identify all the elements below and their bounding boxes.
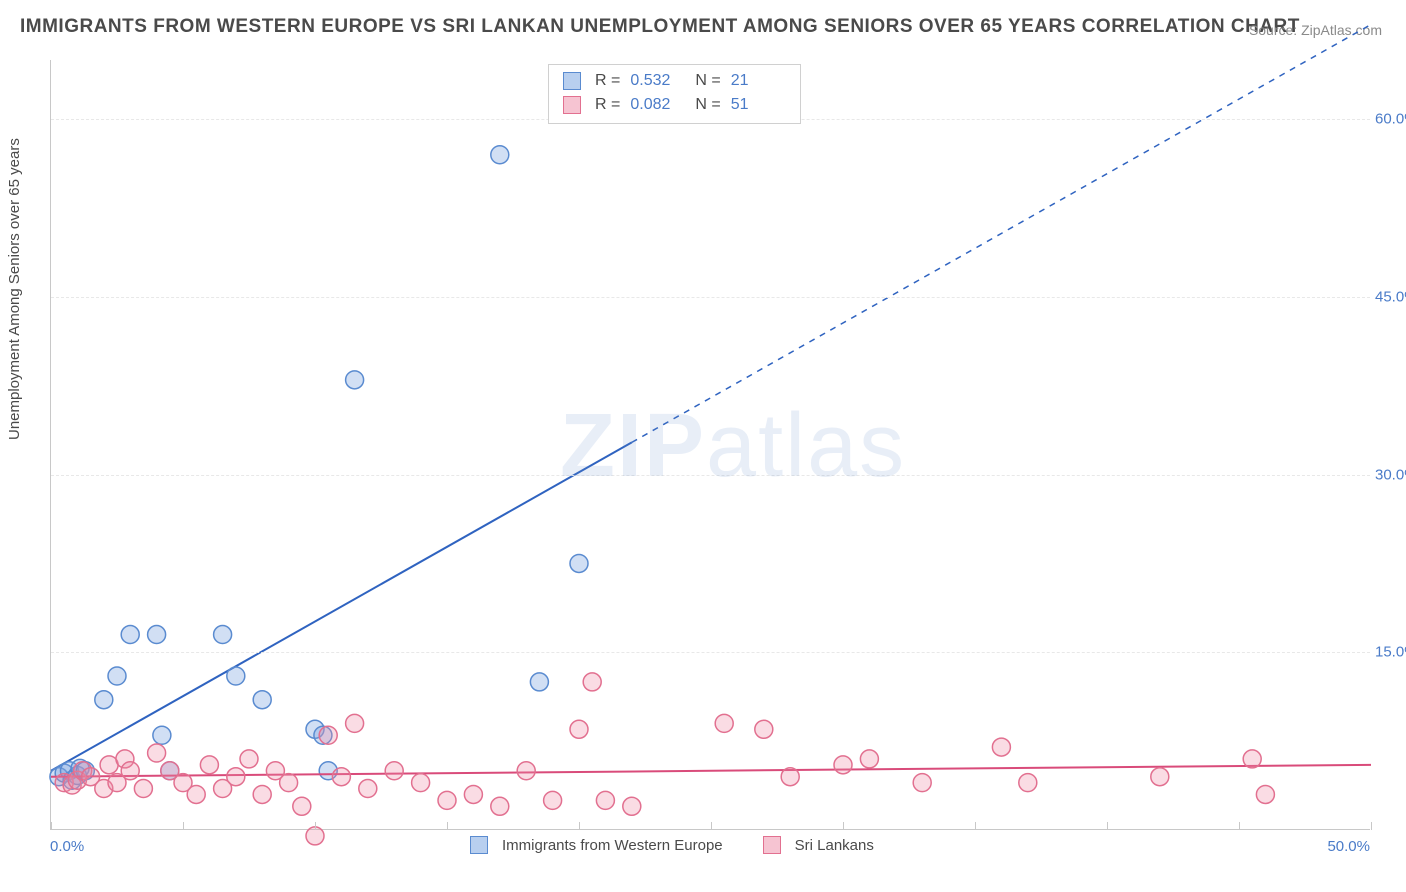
data-point-sri_lankan	[121, 762, 139, 780]
data-point-sri_lankan	[781, 768, 799, 786]
chart-source: Source: ZipAtlas.com	[1249, 22, 1382, 38]
gridline	[51, 475, 1370, 476]
x-tick	[447, 822, 448, 830]
x-tick	[1371, 822, 1372, 830]
data-point-sri_lankan	[834, 756, 852, 774]
data-point-western_europe	[95, 691, 113, 709]
x-tick	[711, 822, 712, 830]
y-tick-label: 45.0%	[1375, 288, 1406, 305]
data-point-sri_lankan	[280, 774, 298, 792]
data-point-sri_lankan	[860, 750, 878, 768]
legend-swatch-icon	[763, 836, 781, 854]
x-tick	[1107, 822, 1108, 830]
y-tick-label: 30.0%	[1375, 466, 1406, 483]
data-point-sri_lankan	[570, 720, 588, 738]
legend-label-western_europe: Immigrants from Western Europe	[502, 837, 723, 854]
n-label: N =	[695, 93, 720, 117]
y-tick-label: 15.0%	[1375, 644, 1406, 661]
trend-line-western_europe	[51, 442, 632, 770]
data-point-sri_lankan	[293, 797, 311, 815]
legend-swatch-icon	[563, 72, 581, 90]
data-point-sri_lankan	[1256, 785, 1274, 803]
data-point-sri_lankan	[200, 756, 218, 774]
scatter-plot-svg	[51, 60, 1370, 829]
data-point-sri_lankan	[346, 714, 364, 732]
data-point-western_europe	[214, 626, 232, 644]
n-value: 51	[731, 93, 786, 117]
data-point-western_europe	[253, 691, 271, 709]
data-point-sri_lankan	[332, 768, 350, 786]
legend-swatch-icon	[563, 96, 581, 114]
x-axis-min-label: 0.0%	[50, 838, 84, 855]
x-tick	[51, 822, 52, 830]
gridline	[51, 297, 1370, 298]
n-value: 21	[731, 69, 786, 93]
r-value: 0.532	[630, 69, 685, 93]
data-point-sri_lankan	[623, 797, 641, 815]
data-point-western_europe	[108, 667, 126, 685]
y-tick-label: 60.0%	[1375, 111, 1406, 128]
data-point-western_europe	[570, 554, 588, 572]
data-point-sri_lankan	[412, 774, 430, 792]
data-point-sri_lankan	[359, 780, 377, 798]
data-point-sri_lankan	[1151, 768, 1169, 786]
x-tick	[975, 822, 976, 830]
data-point-western_europe	[121, 626, 139, 644]
data-point-sri_lankan	[1243, 750, 1261, 768]
data-point-sri_lankan	[319, 726, 337, 744]
data-point-western_europe	[148, 626, 166, 644]
correlation-legend: R = 0.532 N = 21 R = 0.082 N = 51	[548, 64, 801, 124]
data-point-sri_lankan	[1019, 774, 1037, 792]
x-tick	[579, 822, 580, 830]
x-tick	[1239, 822, 1240, 830]
data-point-sri_lankan	[583, 673, 601, 691]
data-point-sri_lankan	[187, 785, 205, 803]
series-legend: Immigrants from Western Europe Sri Lankan…	[470, 836, 904, 854]
data-point-sri_lankan	[134, 780, 152, 798]
y-axis-label: Unemployment Among Seniors over 65 years	[6, 138, 23, 440]
data-point-sri_lankan	[913, 774, 931, 792]
data-point-western_europe	[153, 726, 171, 744]
data-point-sri_lankan	[240, 750, 258, 768]
x-axis-max-label: 50.0%	[1327, 838, 1370, 855]
legend-label-sri_lankan: Sri Lankans	[795, 837, 874, 854]
data-point-sri_lankan	[992, 738, 1010, 756]
legend-row-sri_lankan: R = 0.082 N = 51	[563, 93, 786, 117]
data-point-sri_lankan	[544, 791, 562, 809]
r-value: 0.082	[630, 93, 685, 117]
data-point-sri_lankan	[253, 785, 271, 803]
r-label: R =	[595, 93, 620, 117]
data-point-western_europe	[491, 146, 509, 164]
data-point-sri_lankan	[385, 762, 403, 780]
data-point-sri_lankan	[464, 785, 482, 803]
data-point-western_europe	[346, 371, 364, 389]
x-tick	[183, 822, 184, 830]
n-label: N =	[695, 69, 720, 93]
data-point-sri_lankan	[438, 791, 456, 809]
x-tick	[315, 822, 316, 830]
data-point-sri_lankan	[148, 744, 166, 762]
data-point-sri_lankan	[517, 762, 535, 780]
data-point-sri_lankan	[596, 791, 614, 809]
data-point-sri_lankan	[227, 768, 245, 786]
data-point-western_europe	[530, 673, 548, 691]
legend-swatch-icon	[470, 836, 488, 854]
x-tick	[843, 822, 844, 830]
gridline	[51, 652, 1370, 653]
data-point-sri_lankan	[491, 797, 509, 815]
data-point-sri_lankan	[755, 720, 773, 738]
data-point-sri_lankan	[715, 714, 733, 732]
r-label: R =	[595, 69, 620, 93]
chart-plot-area: 15.0%30.0%45.0%60.0%	[50, 60, 1370, 830]
chart-title: IMMIGRANTS FROM WESTERN EUROPE VS SRI LA…	[20, 16, 1300, 38]
legend-row-western_europe: R = 0.532 N = 21	[563, 69, 786, 93]
data-point-western_europe	[227, 667, 245, 685]
